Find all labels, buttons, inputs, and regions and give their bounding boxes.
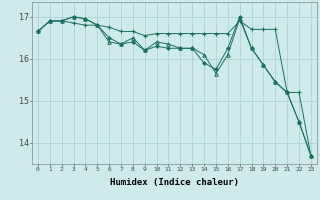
X-axis label: Humidex (Indice chaleur): Humidex (Indice chaleur) (110, 178, 239, 187)
